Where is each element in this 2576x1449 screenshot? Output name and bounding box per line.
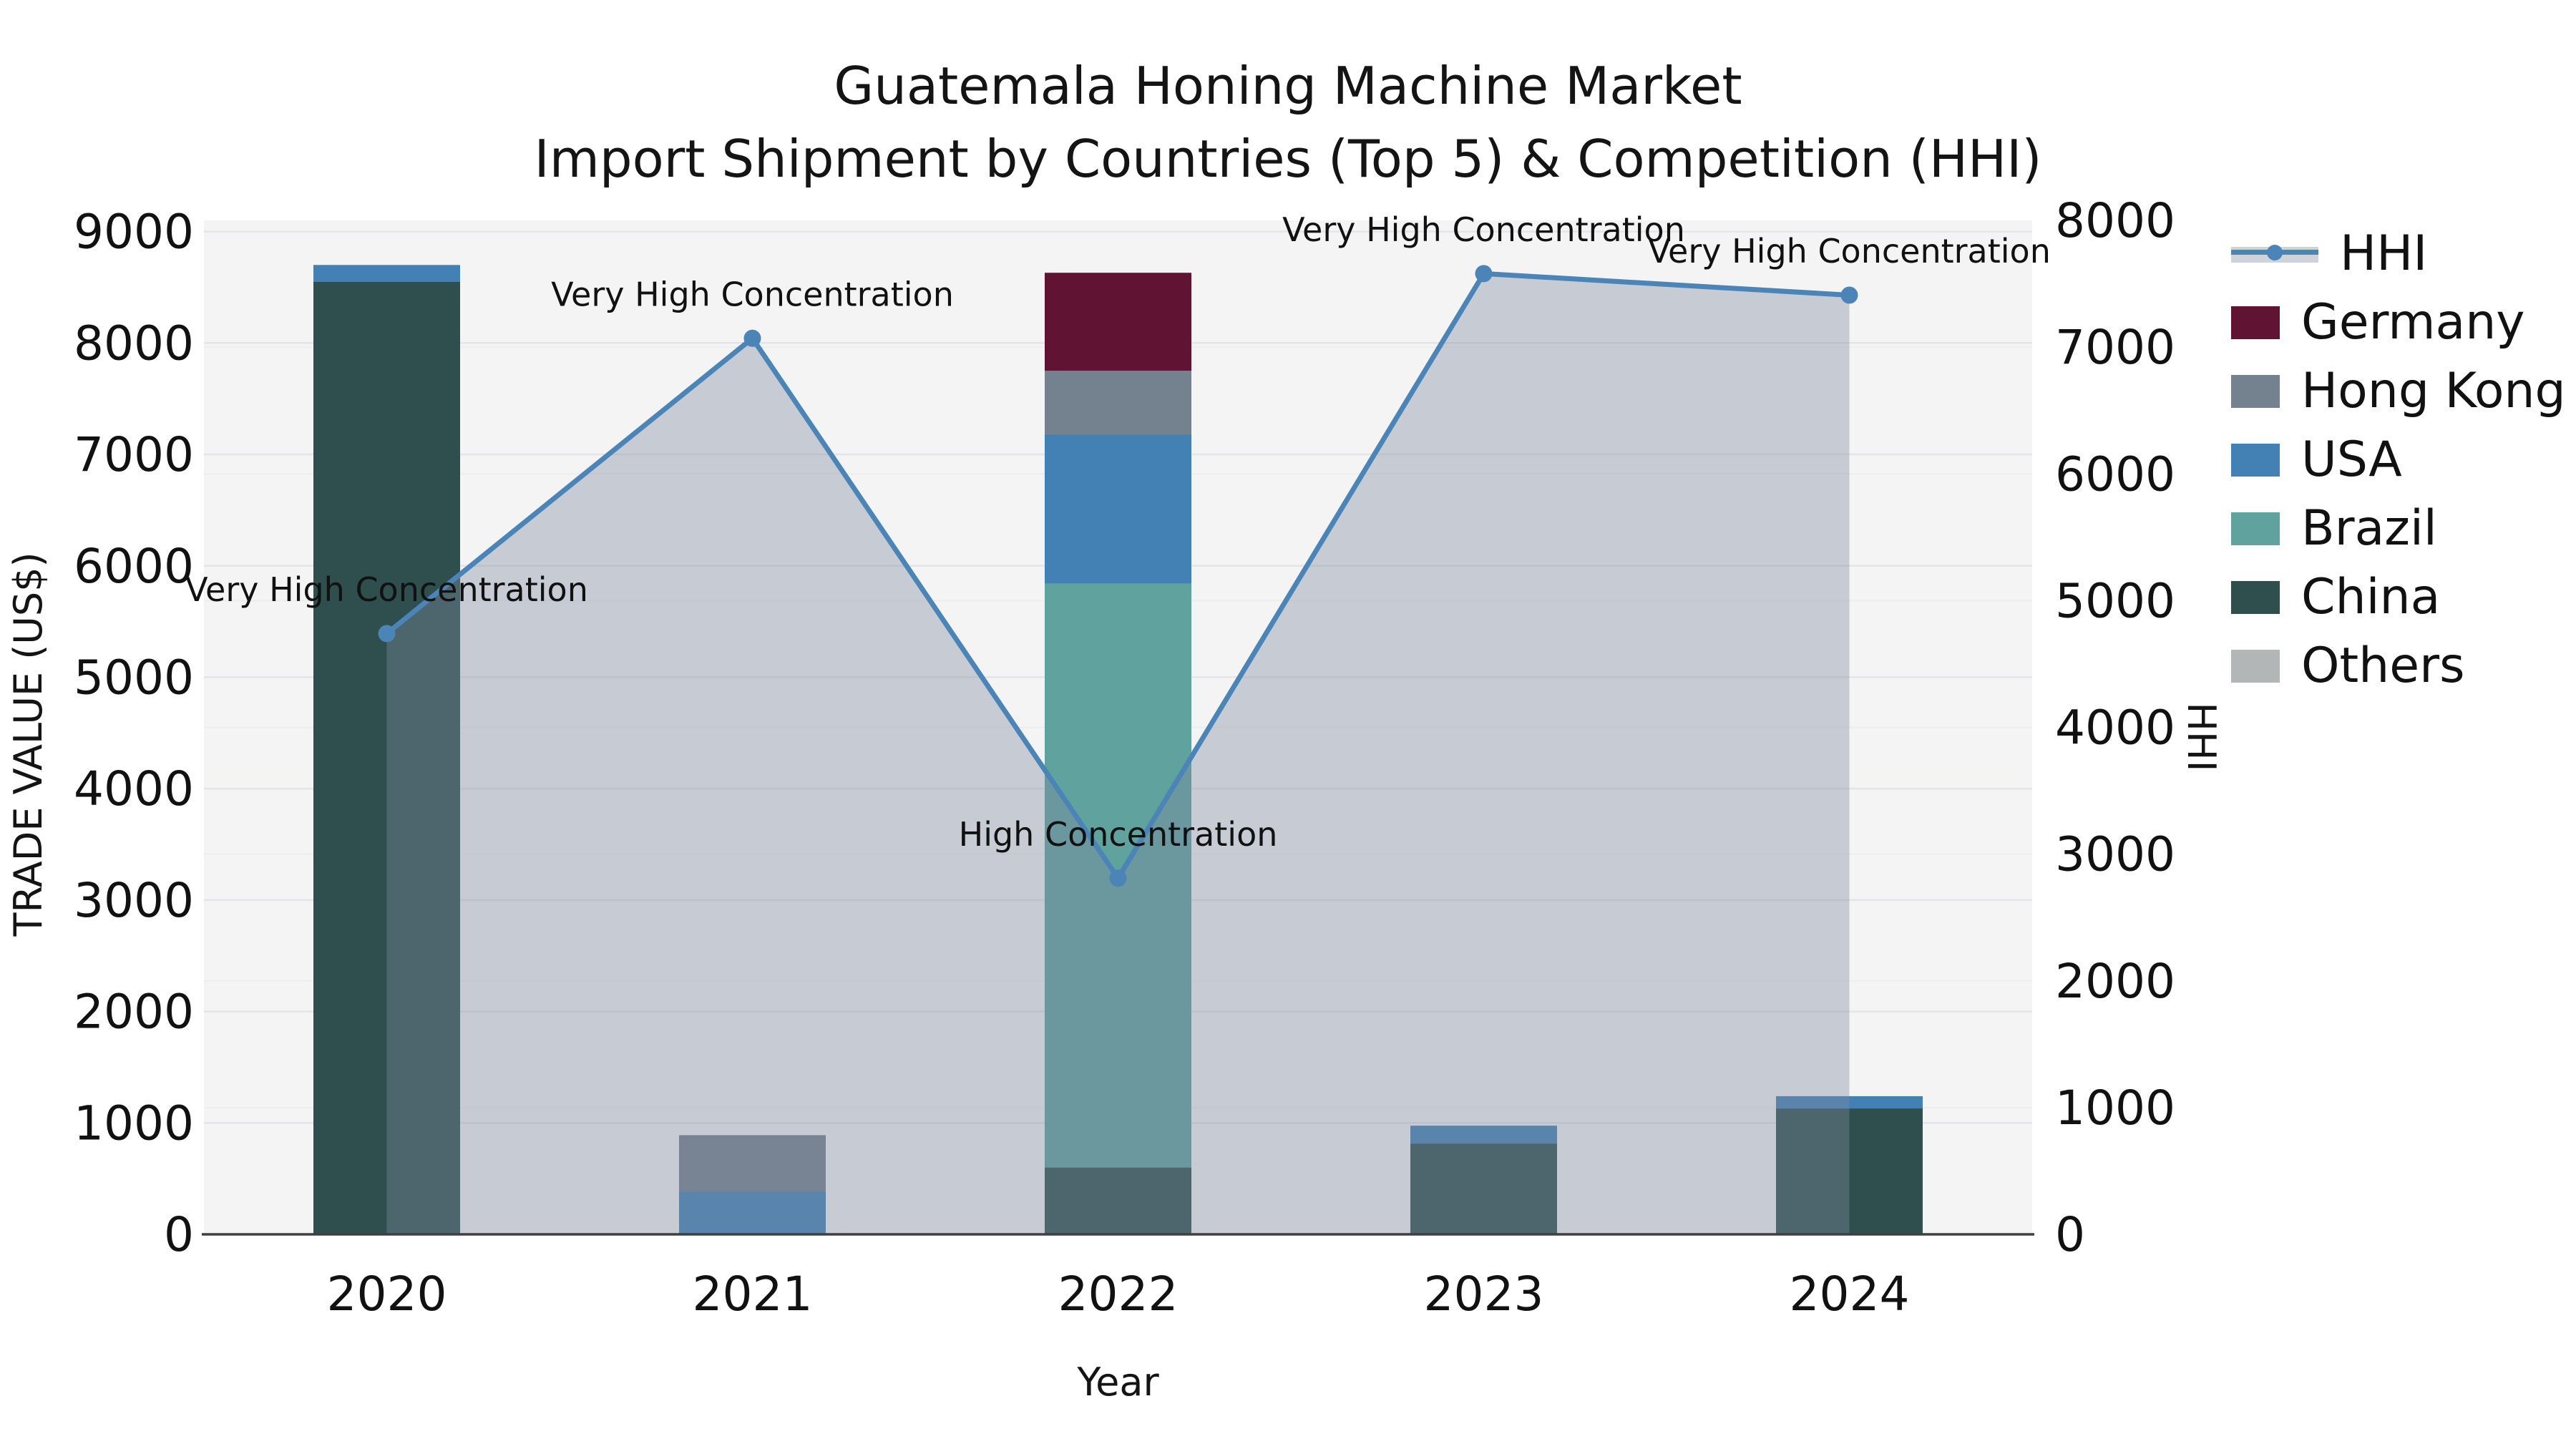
y-left-axis-label: TRADE VALUE (US$) (6, 552, 51, 937)
bar-segment-hong-kong-2021 (679, 1135, 826, 1192)
legend-item-hong-kong: Hong Kong (2231, 363, 2566, 419)
legend-swatch-icon (2231, 306, 2280, 339)
legend-line-sample-icon (2231, 238, 2318, 270)
legend-label: Brazil (2301, 500, 2437, 557)
annotation-2021: Very High Concentration (551, 275, 954, 313)
legend: HHI Germany Hong Kong USA Brazil China Others (2231, 225, 2566, 694)
x-tick-2024: 2024 (1790, 1267, 1910, 1322)
hhi-marker-2023 (1475, 265, 1493, 283)
legend-swatch-icon (2231, 649, 2280, 683)
bar-segment-usa-2023 (1410, 1126, 1557, 1144)
y-right-tick-1000: 1000 (2055, 1080, 2175, 1136)
bar-segment-china-2024 (1776, 1108, 1923, 1234)
bar-segment-usa-2020 (313, 265, 460, 282)
legend-label: Hong Kong (2301, 363, 2566, 419)
legend-label: USA (2301, 431, 2402, 488)
annotation-2020: Very High Concentration (185, 570, 588, 609)
legend-item-usa: USA (2231, 431, 2566, 488)
y-left-tick-0: 0 (164, 1207, 194, 1262)
y-left-tick-3000: 3000 (74, 873, 194, 928)
y-right-tick-6000: 6000 (2055, 447, 2175, 502)
hhi-marker-2024 (1840, 286, 1858, 304)
annotation-2023: Very High Concentration (1282, 210, 1685, 249)
hhi-area-fill (386, 273, 1850, 1235)
x-tick-2023: 2023 (1424, 1267, 1544, 1322)
y-left-tick-5000: 5000 (74, 650, 194, 706)
legend-label: China (2301, 569, 2441, 625)
legend-label: HHI (2340, 225, 2428, 282)
y-left-tick-1000: 1000 (74, 1096, 194, 1151)
legend-swatch-icon (2231, 512, 2280, 545)
bar-segment-usa-2021 (679, 1191, 826, 1234)
y-right-tick-7000: 7000 (2055, 320, 2175, 375)
legend-swatch-icon (2231, 443, 2280, 477)
y-right-tick-0: 0 (2055, 1207, 2085, 1262)
y-left-tick-6000: 6000 (74, 539, 194, 594)
y-right-tick-5000: 5000 (2055, 573, 2175, 628)
legend-item-others: Others (2231, 638, 2566, 694)
legend-item-china: China (2231, 569, 2566, 625)
legend-item-germany: Germany (2231, 294, 2566, 351)
y-left-tick-7000: 7000 (74, 427, 194, 482)
legend-item-brazil: Brazil (2231, 500, 2566, 557)
bar-segment-hong-kong-2022 (1045, 371, 1191, 434)
y-right-tick-3000: 3000 (2055, 827, 2175, 882)
bar-segment-usa-2024 (1776, 1096, 1923, 1109)
annotation-2022: High Concentration (959, 815, 1278, 854)
bar-segment-china-2022 (1045, 1167, 1191, 1234)
bar-segment-germany-2022 (1045, 273, 1191, 371)
bar-segment-usa-2022 (1045, 434, 1191, 584)
hhi-marker-2022 (1109, 869, 1127, 887)
hhi-marker-2021 (743, 329, 761, 347)
y-right-axis-label: HHI (2179, 702, 2224, 772)
x-axis-label: Year (1077, 1360, 1159, 1405)
y-right-tick-4000: 4000 (2055, 701, 2175, 756)
y-right-tick-2000: 2000 (2055, 954, 2175, 1009)
bar-segment-china-2020 (313, 281, 460, 1235)
x-tick-2022: 2022 (1058, 1267, 1179, 1322)
x-tick-2020: 2020 (327, 1267, 447, 1322)
y-left-tick-4000: 4000 (74, 761, 194, 816)
y-left-tick-8000: 8000 (74, 316, 194, 371)
annotation-2024: Very High Concentration (1648, 232, 2051, 270)
x-tick-2021: 2021 (693, 1267, 813, 1322)
legend-label: Others (2301, 638, 2465, 694)
bar-segment-china-2023 (1410, 1143, 1557, 1234)
legend-item-hhi: HHI (2231, 225, 2566, 282)
legend-swatch-icon (2231, 374, 2280, 408)
chart-title-line-1: Guatemala Honing Machine Market (834, 56, 1742, 116)
legend-swatch-icon (2231, 580, 2280, 614)
y-right-tick-8000: 8000 (2055, 193, 2175, 248)
hhi-marker-2020 (378, 625, 396, 643)
y-left-tick-2000: 2000 (74, 985, 194, 1040)
legend-label: Germany (2301, 294, 2525, 351)
y-left-tick-9000: 9000 (74, 205, 194, 260)
chart-title-line-2: Import Shipment by Countries (Top 5) & C… (534, 129, 2042, 189)
